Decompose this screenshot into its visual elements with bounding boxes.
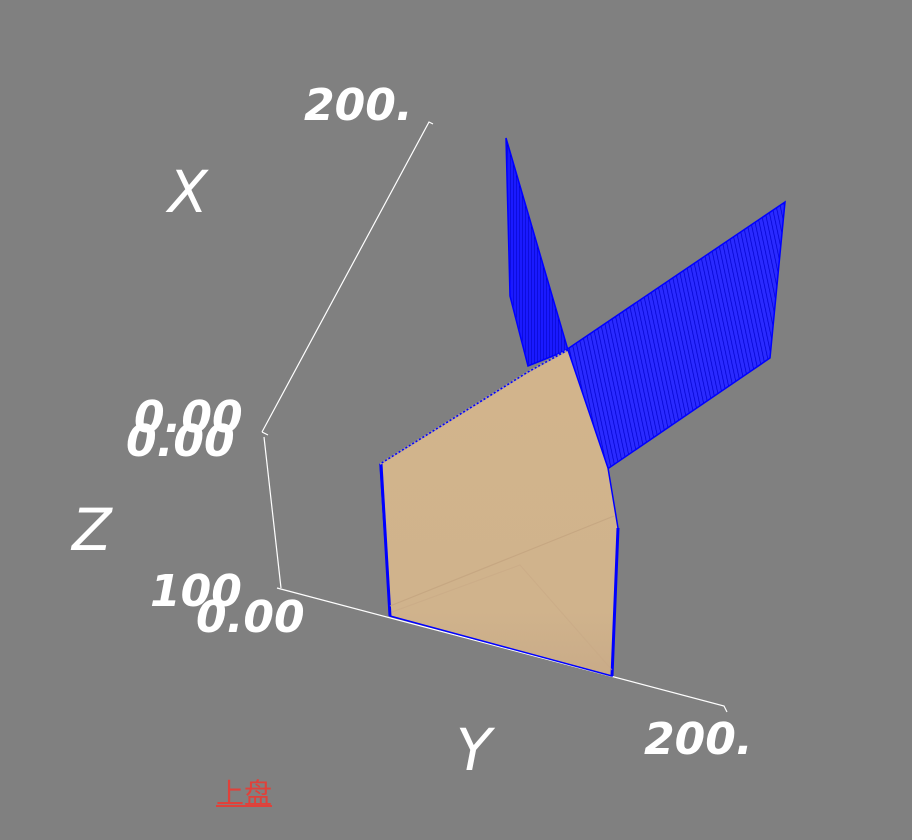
footwall-bottom-shade <box>391 564 613 671</box>
z-axis-line <box>263 436 282 589</box>
x-axis-max-label: 200. <box>304 80 413 131</box>
footwall-block-face <box>379 348 619 677</box>
y-axis-line <box>276 587 728 713</box>
x-axis-title: X <box>165 158 209 226</box>
x-axis-line <box>261 121 434 433</box>
footwall-top-edge <box>379 349 569 465</box>
axis-frame <box>261 121 728 713</box>
footwall-block <box>379 348 620 677</box>
axis-labels: 200. X 0.00 0.00 Z 100 0.00 Y 200. <box>70 80 753 784</box>
hanging-wall-link[interactable]: 上盘 <box>216 777 273 810</box>
x-axis-tick-min <box>261 431 269 436</box>
z-axis-title: Z <box>70 496 113 564</box>
y-axis-max-label: 200. <box>644 714 753 765</box>
y-axis-min-label: 0.00 <box>196 592 305 643</box>
x-axis-min-label: 0.00 <box>134 392 243 443</box>
footwall-right-edge <box>610 527 620 677</box>
hanging-wall-upper-plate <box>505 137 569 368</box>
footwall-fold-line <box>389 515 615 607</box>
hanging-wall-right-plate <box>565 200 786 472</box>
footwall-left-edge <box>379 463 392 617</box>
z-axis-min-label: 100 <box>150 566 242 617</box>
y-axis-title: Y <box>456 716 496 784</box>
z-axis-max-label: 0.00 <box>126 416 235 467</box>
